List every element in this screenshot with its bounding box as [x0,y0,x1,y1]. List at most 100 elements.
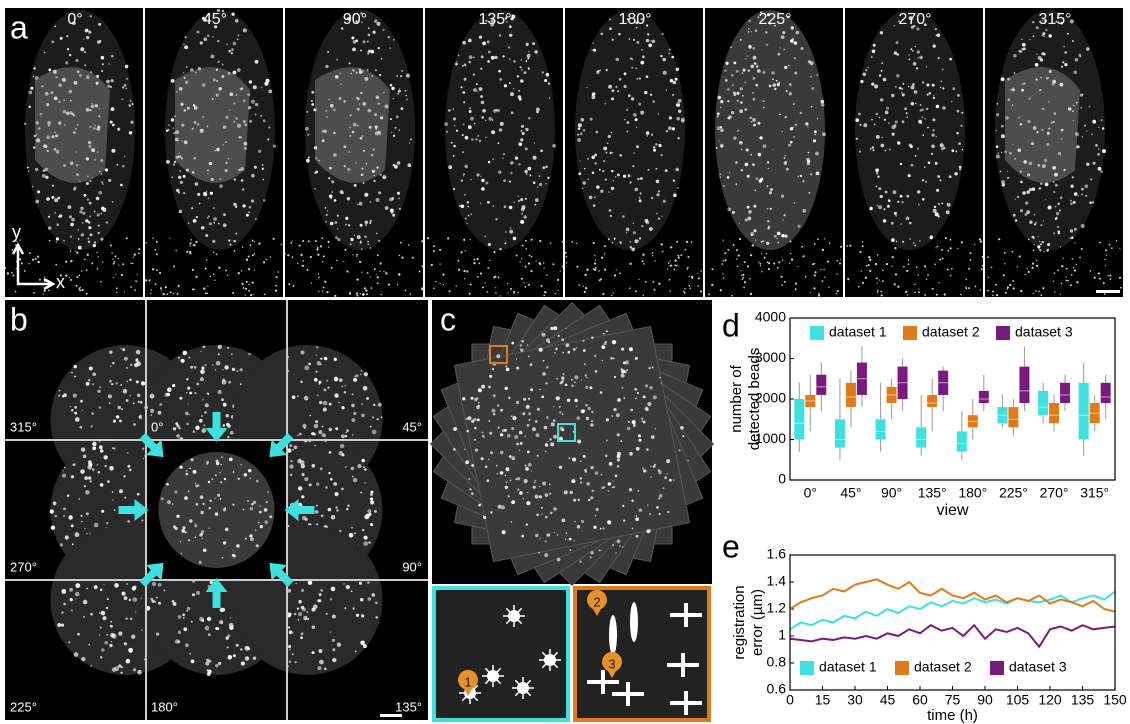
bead [824,238,825,239]
bead-psf [601,670,605,694]
bead [178,640,181,643]
bead [562,241,564,243]
bead [784,66,787,69]
bead [311,103,314,106]
bead [742,95,744,97]
bead [359,582,362,585]
bead [480,272,482,274]
bead [61,589,66,594]
bead [340,190,344,194]
bead [554,352,555,353]
bead [1003,274,1005,276]
bead [528,398,530,400]
bead [736,70,739,73]
bead [646,448,648,450]
y-axis-label: number of [728,364,745,432]
bead [736,183,738,185]
bead [603,527,605,529]
bead [361,272,362,273]
bead [569,491,573,495]
bead [754,229,757,232]
bead [751,31,752,32]
bead [758,153,762,157]
box [1038,391,1048,415]
bead [545,493,549,497]
bead [29,106,31,108]
bead [120,184,123,187]
bead [79,498,80,499]
bead [130,100,132,102]
bead [1007,171,1008,172]
bead [83,39,84,40]
bead [498,70,501,73]
bead [458,260,460,262]
bead [607,142,609,144]
bead [757,69,761,73]
bead [742,279,744,281]
bead [785,161,788,164]
bead [520,79,524,83]
bead [258,150,261,153]
bead [101,611,106,616]
bead [290,444,293,447]
bead [526,43,529,46]
bead [370,426,372,428]
bead [935,212,939,216]
bead [258,242,260,244]
bead [341,488,344,491]
legend-label: dataset 3 [1015,324,1073,340]
bead [813,139,816,142]
bead [495,287,496,288]
bead [629,263,631,265]
bead [764,257,766,259]
bead [541,285,543,287]
bead [636,515,637,516]
bead [933,209,937,213]
bead [219,184,223,188]
bead [1119,277,1121,279]
bead [1007,288,1008,289]
bead [240,464,242,466]
bead [361,614,364,617]
bead [370,247,372,249]
bead [469,488,471,490]
bead [60,37,63,40]
bead [872,146,874,148]
bead [639,439,642,442]
bead [1092,201,1094,203]
bead [68,205,72,209]
bead [124,357,128,361]
bead [330,222,334,226]
bead [1001,77,1005,81]
bead [90,180,92,182]
bead [564,490,568,494]
bead [932,288,934,290]
bead [264,508,268,512]
bead [847,278,849,280]
bead [633,223,634,224]
bead [485,182,488,185]
bead [784,155,786,157]
bead [462,65,464,67]
bead [968,268,970,270]
bead [410,138,412,140]
bead [558,335,560,337]
bead [672,127,675,130]
bead [601,474,603,476]
bead [606,69,608,71]
bead [206,191,207,192]
bead [35,258,37,260]
bead [507,283,508,284]
bead [822,132,826,136]
bead [749,278,751,280]
bead [619,78,622,81]
bead [189,245,190,246]
bead [1040,183,1042,185]
bead [1100,170,1103,173]
bead [665,169,668,172]
bead [214,280,215,281]
bead [328,246,329,247]
bead [880,195,883,198]
bead [206,260,207,261]
bead [70,235,72,237]
